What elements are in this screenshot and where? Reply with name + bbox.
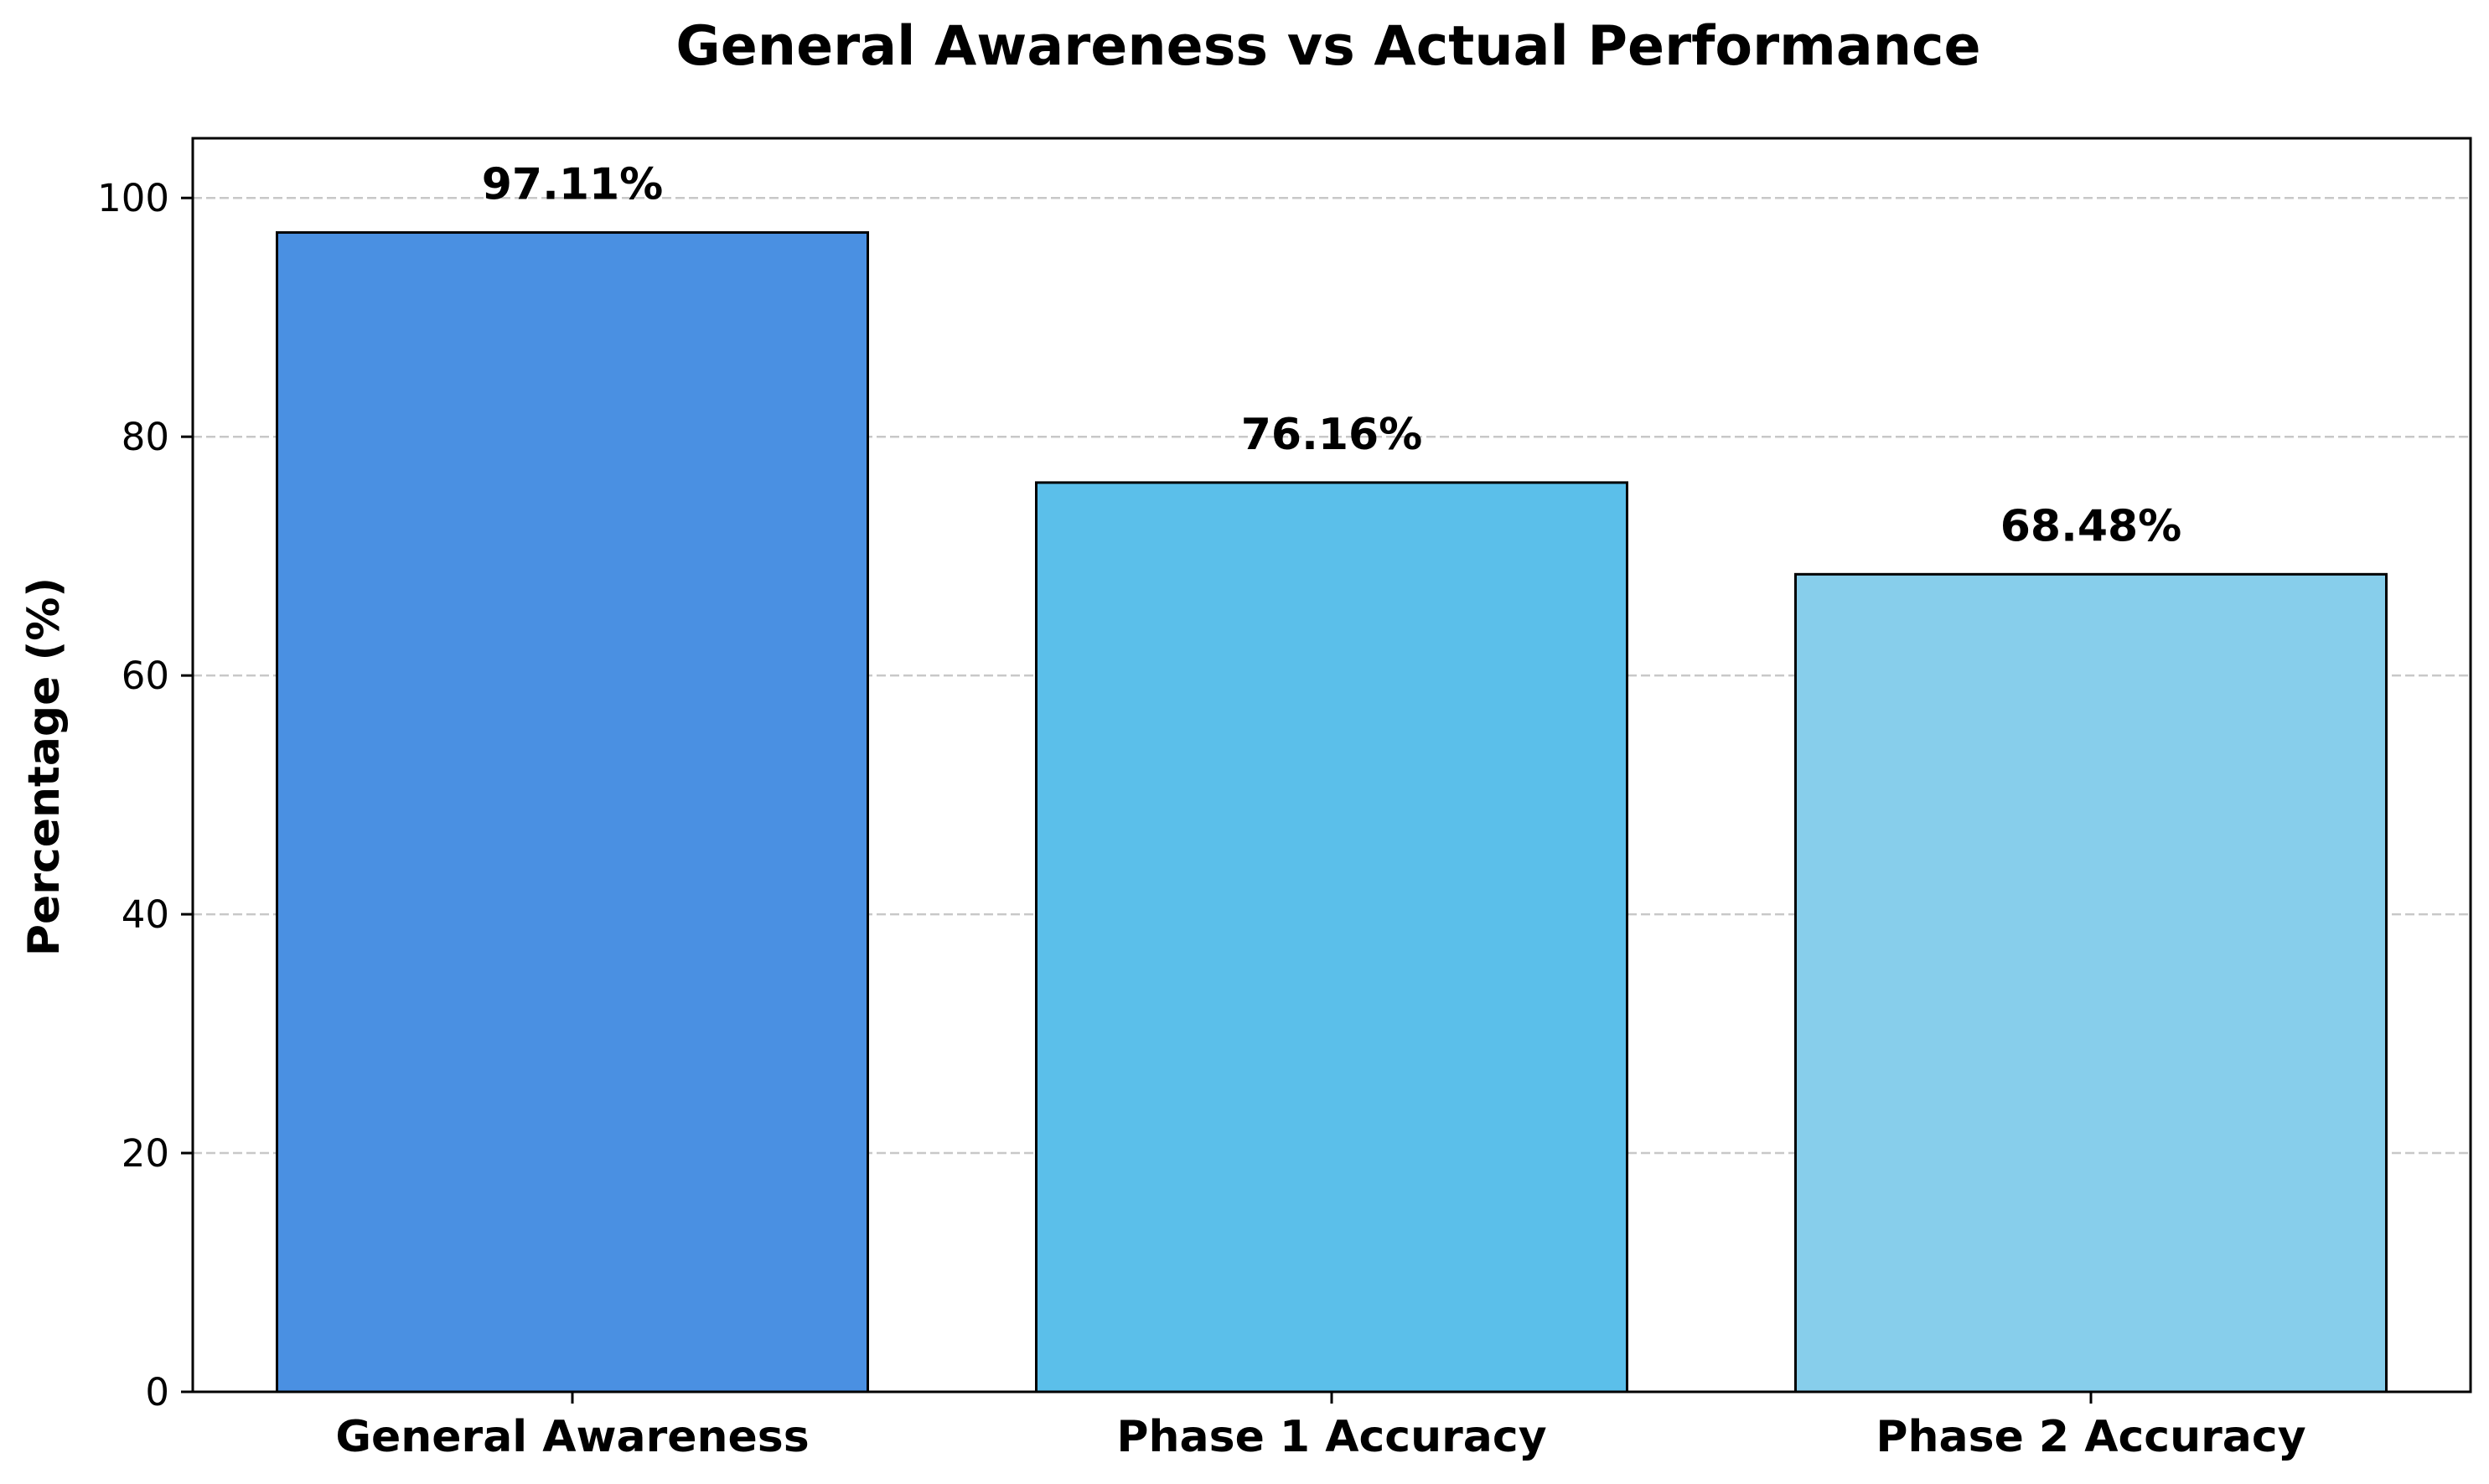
- bar: [276, 230, 869, 1394]
- bar: [1035, 481, 1628, 1394]
- y-tick-label: 40: [122, 892, 169, 937]
- axes: 0 20 40 60 80 100 General Awareness Phase 1 Acc…: [97, 137, 2472, 1462]
- data-labels: 97.11% 76.16% 68.48%: [482, 159, 2182, 551]
- y-axis-label: Percentage (%): [19, 577, 70, 956]
- y-tick-label: 80: [122, 415, 169, 459]
- chart-title: General Awareness vs Actual Performance: [675, 15, 1980, 78]
- bars: [276, 230, 2388, 1394]
- data-label: 68.48%: [2000, 501, 2182, 551]
- x-tick-label: Phase 2 Accuracy: [1876, 1412, 2305, 1462]
- x-tick-label: General Awareness: [335, 1412, 809, 1462]
- y-tick-label: 0: [145, 1370, 169, 1414]
- data-label: 76.16%: [1241, 410, 1423, 460]
- bar: [1794, 572, 2388, 1394]
- x-tick-label: Phase 1 Accuracy: [1116, 1412, 1546, 1462]
- y-tick-label: 60: [122, 654, 169, 698]
- data-label: 97.11%: [482, 159, 664, 209]
- y-tick-label: 20: [122, 1131, 169, 1176]
- y-tick-label: 100: [97, 176, 169, 220]
